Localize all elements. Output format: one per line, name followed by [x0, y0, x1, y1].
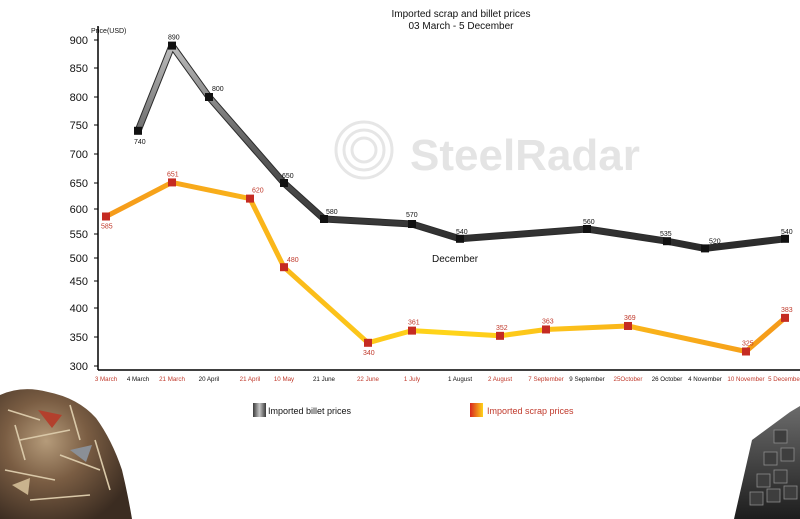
y-tick-label: 450 [70, 276, 88, 288]
billet-point [168, 41, 176, 50]
scrap-data-label: 585 [101, 224, 113, 231]
scrap-data-label: 651 [167, 171, 179, 178]
annotation-december: December [432, 254, 479, 265]
x-tick-label: 21 June [313, 376, 336, 383]
legend: Imported billet prices Imported scrap pr… [253, 403, 574, 417]
y-tick-label: 700 [70, 149, 88, 161]
scrap-data-label: 361 [408, 320, 420, 327]
chart-title: Imported scrap and billet prices [392, 9, 531, 20]
billet-point [408, 220, 416, 228]
x-tick-label: 3 March [95, 376, 118, 383]
x-tick-label: 22 June [357, 376, 380, 383]
y-tick-label: 350 [70, 332, 88, 344]
billet-data-label: 800 [212, 86, 224, 93]
x-ticks: 3 March 4 March 21 March 20 April 21 April 10… [95, 376, 800, 383]
x-tick-label: 20 April [199, 376, 220, 383]
steel-billet-stack-image [734, 406, 800, 519]
billet-data-label: 570 [406, 212, 418, 219]
scrap-point [742, 347, 750, 356]
y-tick-label: 850 [70, 63, 88, 75]
x-tick-label: 4 November [688, 376, 722, 383]
billet-data-label: 520 [709, 238, 721, 245]
scrap-point [280, 263, 288, 272]
y-tick-label: 650 [70, 178, 88, 190]
y-tick-label: 300 [70, 361, 88, 373]
x-tick-label: 10 November [727, 376, 764, 383]
y-tick-label: 800 [70, 92, 88, 104]
billet-data-label: 540 [456, 229, 468, 236]
scrap-point [364, 338, 372, 347]
billet-point [205, 93, 213, 101]
scrap-point [542, 325, 550, 334]
billet-data-label: 890 [168, 35, 180, 42]
scrap-data-label: 383 [781, 307, 793, 314]
billet-data-label: 560 [583, 219, 595, 226]
x-tick-label: 21 April [240, 376, 261, 383]
y-ticks: 300 350 400 450 500 550 600 650 700 750 800 850 900 [70, 35, 98, 373]
scrap-point [781, 313, 789, 322]
y-axis-label: Price(USD) [91, 28, 126, 35]
billet-point [280, 179, 288, 187]
scrap-line [104, 179, 787, 354]
y-tick-label: 550 [70, 229, 88, 241]
billet-data-label: 650 [282, 173, 294, 180]
x-tick-label: 1 July [404, 376, 421, 383]
x-tick-label: 10 May [274, 376, 295, 383]
scrap-data-label: 352 [496, 325, 508, 332]
legend-label-scrap: Imported scrap prices [487, 406, 574, 416]
watermark-logo-icon [334, 120, 394, 180]
legend-swatch-scrap [470, 403, 483, 417]
billet-point [134, 126, 142, 135]
billet-point [320, 215, 328, 223]
scrap-point [496, 331, 504, 340]
legend-label-billet: Imported billet prices [268, 406, 352, 416]
scrap-data-label: 325 [742, 341, 754, 348]
scrap-series: 585 651 620 480 340 361 352 363 369 325 383 [101, 171, 793, 356]
scrap-data-label: 363 [542, 318, 554, 325]
billet-data-label: 580 [326, 209, 338, 216]
scrap-point [408, 326, 416, 335]
billet-point [456, 234, 464, 243]
x-tick-label: 5 December [768, 376, 800, 383]
billet-point [663, 237, 671, 246]
y-tick-label: 400 [70, 303, 88, 315]
chart-subtitle: 03 March - 5 December [408, 21, 514, 32]
x-tick-label: 2 August [488, 376, 512, 383]
scrap-data-label: 369 [624, 315, 636, 322]
watermark-text: SteelRadar [410, 131, 640, 180]
x-tick-label: 9 September [569, 376, 604, 383]
billet-data-label: 540 [781, 229, 793, 236]
billet-data-label: 740 [134, 139, 146, 146]
y-tick-label: 500 [70, 253, 88, 265]
watermark: SteelRadar [334, 120, 640, 180]
scrap-point [102, 212, 110, 221]
billet-point [781, 234, 789, 243]
y-tick-label: 900 [70, 35, 88, 47]
scrap-data-label: 480 [287, 257, 299, 264]
scrap-data-label: 340 [363, 350, 375, 357]
legend-swatch-billet [253, 403, 266, 417]
billet-point [701, 244, 709, 253]
x-tick-label: 26 October [652, 376, 683, 383]
billet-point [583, 225, 591, 233]
x-tick-label: 1 August [448, 376, 472, 383]
scrap-metal-pile-image [0, 389, 132, 519]
billet-series: 740 890 800 650 580 570 540 560 535 520 540 [134, 35, 793, 253]
x-tick-label: 25October [614, 376, 643, 383]
billet-data-label: 535 [660, 231, 672, 238]
scrap-data-label: 620 [252, 188, 264, 195]
x-tick-label: 21 March [159, 376, 185, 383]
x-tick-label: 7 September [528, 376, 563, 383]
y-tick-label: 600 [70, 204, 88, 216]
scrap-point [246, 194, 254, 203]
x-tick-label: 4 March [127, 376, 150, 383]
scrap-point [624, 321, 632, 330]
y-tick-label: 750 [70, 120, 88, 132]
scrap-point [168, 178, 176, 187]
